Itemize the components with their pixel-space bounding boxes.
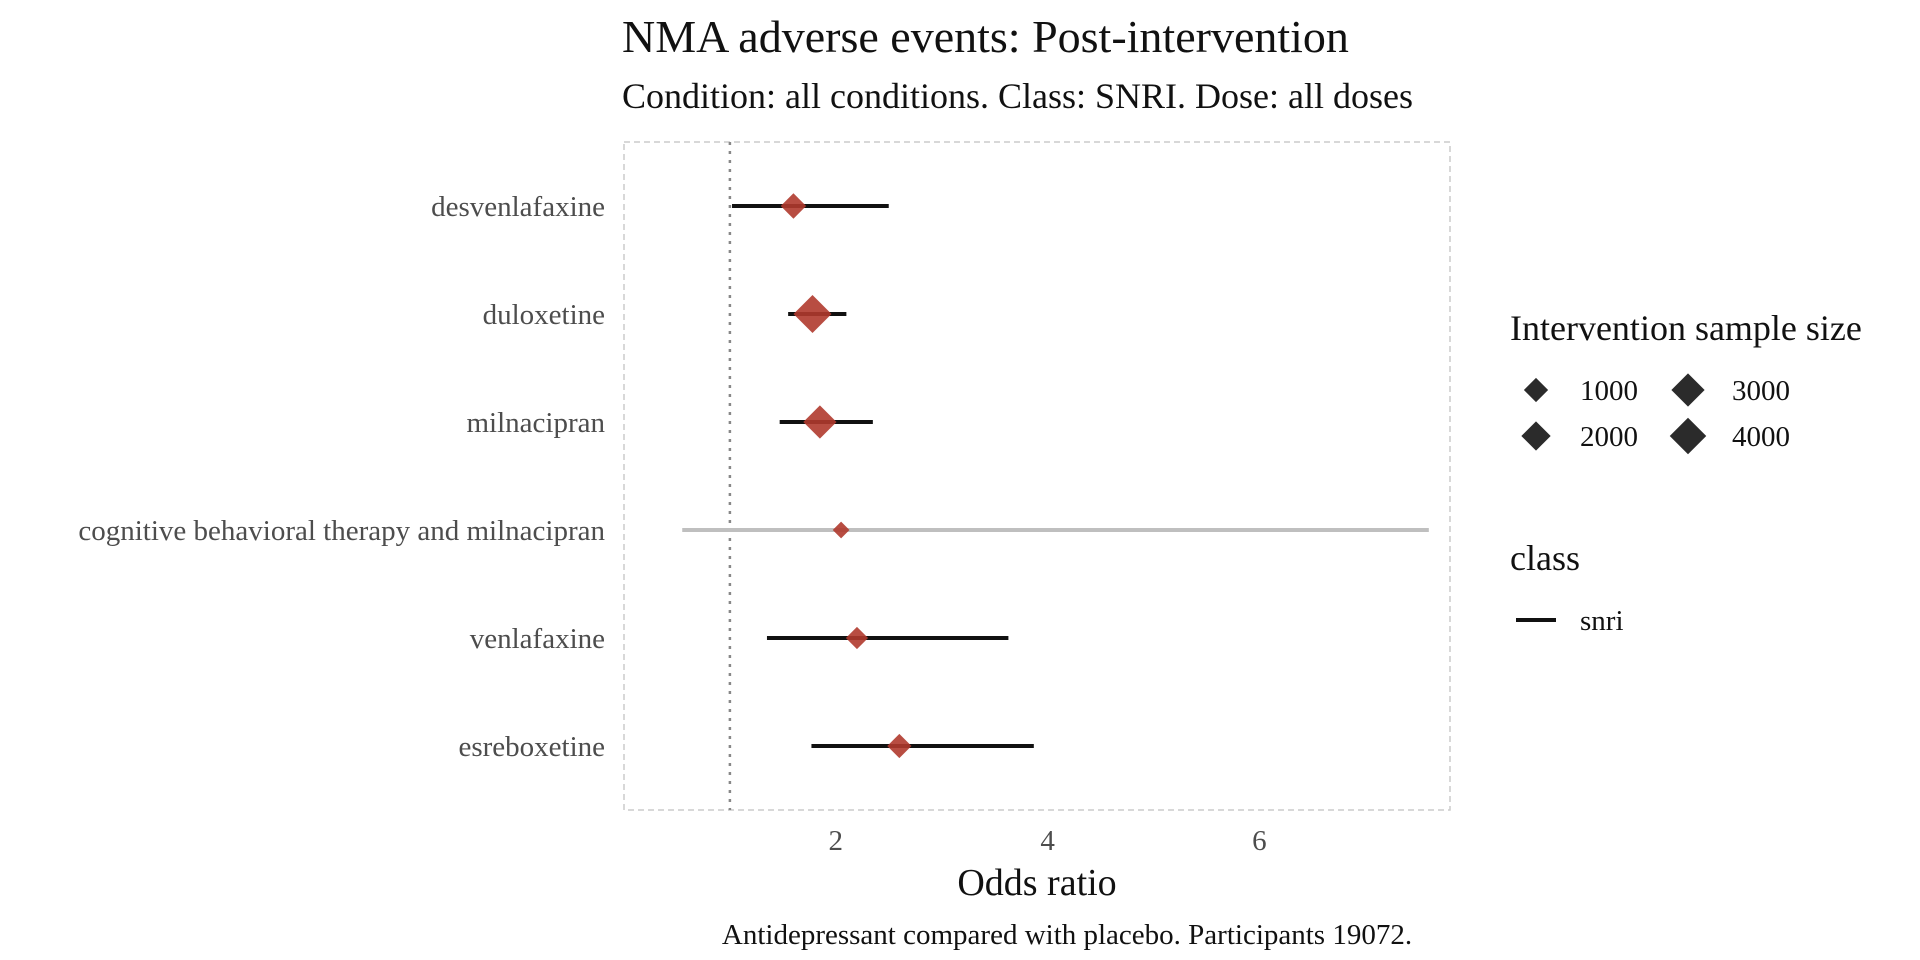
size-legend-item: 4000 (1669, 417, 1790, 455)
size-legend: Intervention sample size 1000 2000 3000 400… (1510, 308, 1862, 455)
forest-row: duloxetine (483, 295, 847, 333)
size-legend-label: 2000 (1580, 421, 1638, 453)
point-estimate (832, 521, 850, 539)
chart-title: NMA adverse events: Post-intervention (622, 11, 1349, 62)
plot-panel-border (623, 141, 1451, 811)
size-legend-key (1523, 377, 1549, 403)
size-legend-item: 2000 (1521, 421, 1638, 453)
row-label: venlafaxine (470, 623, 605, 655)
forest-row: desvenlafaxine (431, 191, 889, 223)
chart-caption: Antidepressant compared with placebo. Pa… (722, 919, 1412, 951)
forest-row: cognitive behavioral therapy and milnaci… (78, 515, 1429, 547)
row-label: milnacipran (466, 407, 605, 439)
row-label: esreboxetine (458, 731, 605, 763)
point-estimate (803, 405, 837, 439)
forest-row: milnacipran (466, 405, 873, 439)
point-estimate (845, 626, 869, 650)
size-legend-label: 1000 (1580, 375, 1638, 407)
row-label: desvenlafaxine (431, 191, 605, 223)
size-legend-item: 1000 (1523, 375, 1638, 407)
size-legend-label: 3000 (1732, 375, 1790, 407)
x-tick-label: 4 (1040, 825, 1055, 857)
class-legend: class snri (1510, 538, 1624, 637)
size-legend-item: 3000 (1671, 373, 1790, 407)
class-legend-item: snri (1516, 605, 1624, 637)
x-tick-label: 2 (829, 825, 844, 857)
x-axis-ticks: 2 4 6 (829, 825, 1267, 857)
point-estimate (793, 295, 832, 333)
point-estimate (780, 193, 807, 219)
forest-row: esreboxetine (458, 731, 1034, 763)
row-label: duloxetine (483, 299, 605, 331)
size-legend-title: Intervention sample size (1510, 308, 1862, 348)
row-label: cognitive behavioral therapy and milnaci… (78, 515, 605, 547)
class-legend-label: snri (1580, 605, 1624, 637)
size-legend-label: 4000 (1732, 421, 1790, 453)
x-axis-label: Odds ratio (957, 862, 1116, 904)
forest-rows: desvenlafaxine duloxetine milnacipran cogni… (78, 191, 1429, 763)
x-tick-label: 6 (1252, 825, 1267, 857)
class-legend-title: class (1510, 538, 1580, 578)
point-estimate (887, 733, 912, 759)
size-legend-key (1669, 417, 1707, 455)
size-legend-key (1521, 421, 1551, 451)
size-legend-key (1671, 373, 1705, 407)
chart-subtitle: Condition: all conditions. Class: SNRI. … (622, 76, 1413, 116)
forest-row: venlafaxine (470, 623, 1009, 655)
